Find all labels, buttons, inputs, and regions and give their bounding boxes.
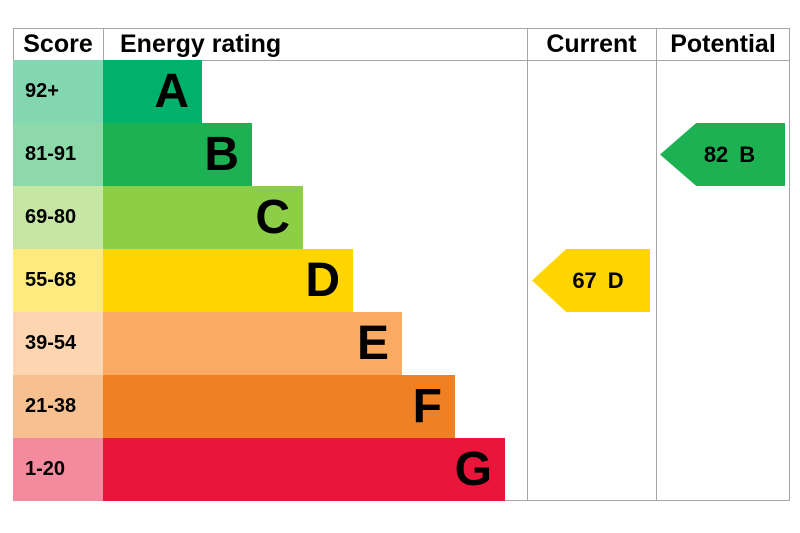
rating-bar-c: C <box>103 186 303 249</box>
score-range-e: 39-54 <box>13 312 103 375</box>
potential-header: Potential <box>670 29 776 58</box>
score-range-a: 92+ <box>13 60 103 123</box>
score-range-b: 81-91 <box>13 123 103 186</box>
band-row-a: 92+ A <box>0 60 800 123</box>
score-range-d: 55-68 <box>13 249 103 312</box>
header-underline <box>13 60 790 61</box>
band-row-d: 55-68 D <box>0 249 800 312</box>
band-row-e: 39-54 E <box>0 312 800 375</box>
current-value: 67 <box>572 267 597 293</box>
potential-letter: B <box>739 141 756 167</box>
score-range-c: 69-80 <box>13 186 103 249</box>
potential-value: 82 <box>703 141 729 167</box>
current-header: Current <box>546 29 637 58</box>
band-row-c: 69-80 C <box>0 186 800 249</box>
current-letter: D <box>607 267 624 293</box>
energy-rating-header: Energy rating <box>120 29 282 58</box>
potential-column-divider <box>656 28 657 501</box>
rating-bar-a: A <box>103 60 202 123</box>
rating-bar-d: D <box>103 249 353 312</box>
score-header: Score <box>23 29 93 58</box>
rating-bar-b: B <box>103 123 252 186</box>
band-row-b: 81-91 B <box>0 123 800 186</box>
current-column-divider <box>527 28 528 501</box>
score-column-divider <box>103 28 104 60</box>
score-range-f: 21-38 <box>13 375 103 438</box>
band-row-f: 21-38 F <box>0 375 800 438</box>
rating-bar-g: G <box>103 438 505 501</box>
score-range-g: 1-20 <box>13 438 103 501</box>
band-row-g: 1-20 G <box>0 438 800 501</box>
rating-bar-f: F <box>103 375 455 438</box>
rating-bar-e: E <box>103 312 402 375</box>
